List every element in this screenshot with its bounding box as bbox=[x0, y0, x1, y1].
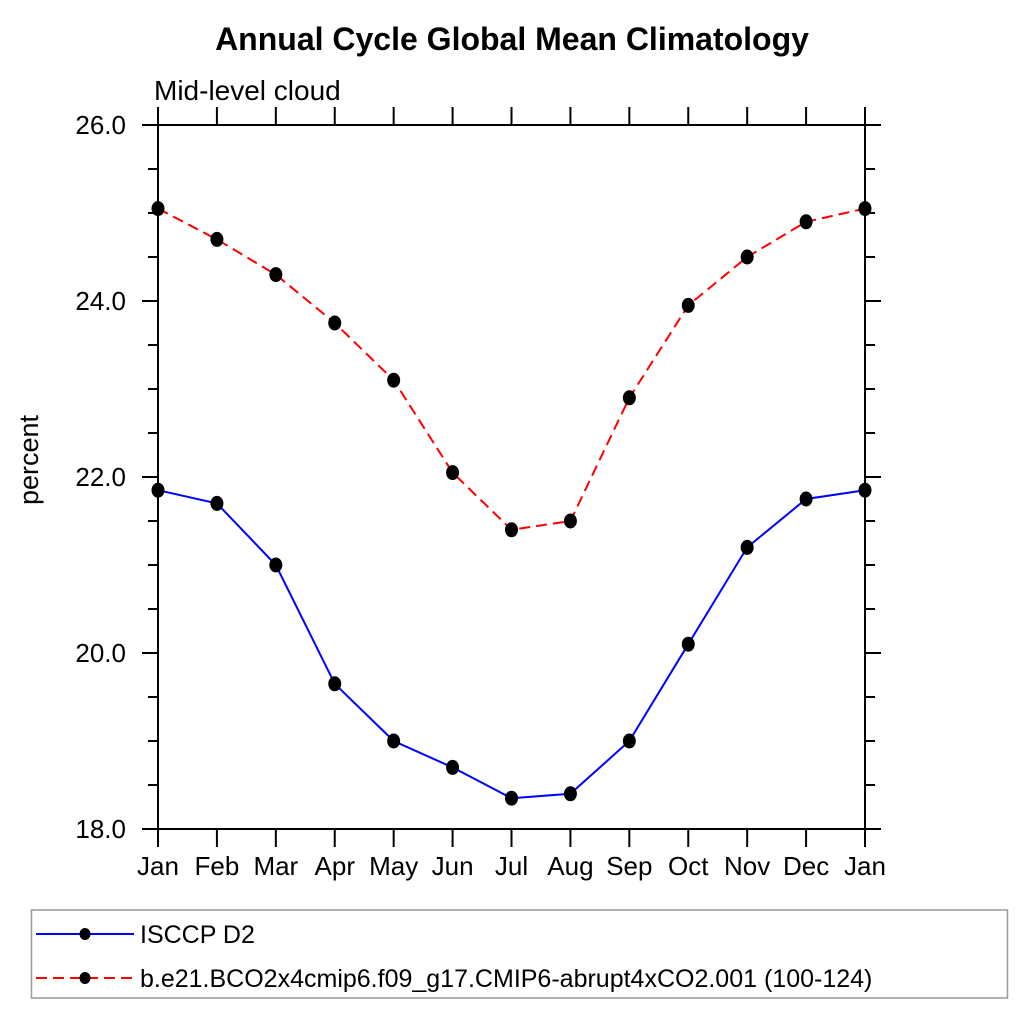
x-tick-label: Apr bbox=[315, 851, 356, 881]
x-tick-label: Jan bbox=[137, 851, 179, 881]
x-tick-label: Feb bbox=[195, 851, 240, 881]
legend-item-label: ISCCP D2 bbox=[140, 921, 255, 949]
data-point-marker bbox=[446, 465, 460, 481]
data-point-marker bbox=[622, 390, 636, 406]
data-point-marker bbox=[269, 557, 283, 573]
data-point-marker bbox=[681, 297, 695, 313]
data-point-marker bbox=[858, 482, 872, 498]
y-tick-label: 24.0 bbox=[75, 286, 126, 316]
legend-sample-marker bbox=[79, 928, 91, 940]
legend-samples bbox=[36, 928, 134, 984]
data-point-marker bbox=[505, 522, 518, 538]
x-tick-label: Oct bbox=[668, 851, 709, 881]
data-point-marker bbox=[328, 315, 342, 331]
data-point-marker bbox=[446, 759, 460, 775]
data-point-marker bbox=[740, 249, 754, 265]
chart-title: Annual Cycle Global Mean Climatology bbox=[215, 21, 809, 57]
x-tick-label: Aug bbox=[547, 851, 593, 881]
data-point-marker bbox=[328, 676, 342, 692]
data-point-marker bbox=[210, 231, 224, 247]
x-tick-label: Jul bbox=[495, 851, 528, 881]
data-point-marker bbox=[505, 790, 518, 806]
data-point-marker bbox=[210, 495, 224, 511]
y-tick-label: 20.0 bbox=[75, 638, 126, 668]
data-point-marker bbox=[151, 201, 165, 217]
y-axis-title: percent bbox=[14, 414, 44, 505]
series-line-1 bbox=[157, 207, 866, 531]
data-point-marker bbox=[799, 491, 813, 507]
data-point-marker bbox=[563, 513, 577, 529]
x-tick-label: Mar bbox=[253, 851, 298, 881]
data-point-marker bbox=[151, 482, 165, 498]
x-tick-label: Dec bbox=[783, 851, 829, 881]
x-tick-label: May bbox=[369, 851, 418, 881]
data-point-marker bbox=[563, 786, 577, 802]
x-tick-label: Jun bbox=[432, 851, 474, 881]
legend-box bbox=[30, 909, 1009, 999]
x-tick-label: Jan bbox=[844, 851, 886, 881]
y-tick-label: 18.0 bbox=[75, 814, 126, 844]
y-tick-label: 26.0 bbox=[75, 110, 126, 140]
data-point-marker bbox=[858, 201, 872, 217]
data-point-marker bbox=[622, 733, 636, 749]
data-point-marker bbox=[387, 372, 401, 388]
plot-area: 18.0 20.0 22.0 24.0 26.0 Jan Feb Mar Apr May Jun Ju… bbox=[75, 107, 886, 881]
x-tick-label: Sep bbox=[606, 851, 652, 881]
legend: ISCCP D2 b.e21.BCO2x4cmip6.f09_g17.CMIP6… bbox=[30, 909, 1009, 999]
data-point-marker bbox=[269, 267, 283, 283]
data-point-marker bbox=[799, 214, 813, 230]
legend-item-label: b.e21.BCO2x4cmip6.f09_g17.CMIP6-abrupt4x… bbox=[140, 965, 872, 993]
x-tick-label: Nov bbox=[724, 851, 770, 881]
data-point-marker bbox=[681, 636, 695, 652]
plot-box bbox=[157, 124, 866, 830]
legend-sample-marker bbox=[79, 972, 91, 984]
chart-subtitle: Mid-level cloud bbox=[154, 75, 341, 106]
data-point-marker bbox=[740, 539, 754, 555]
data-point-marker bbox=[387, 733, 401, 749]
y-tick-label: 22.0 bbox=[75, 462, 126, 492]
